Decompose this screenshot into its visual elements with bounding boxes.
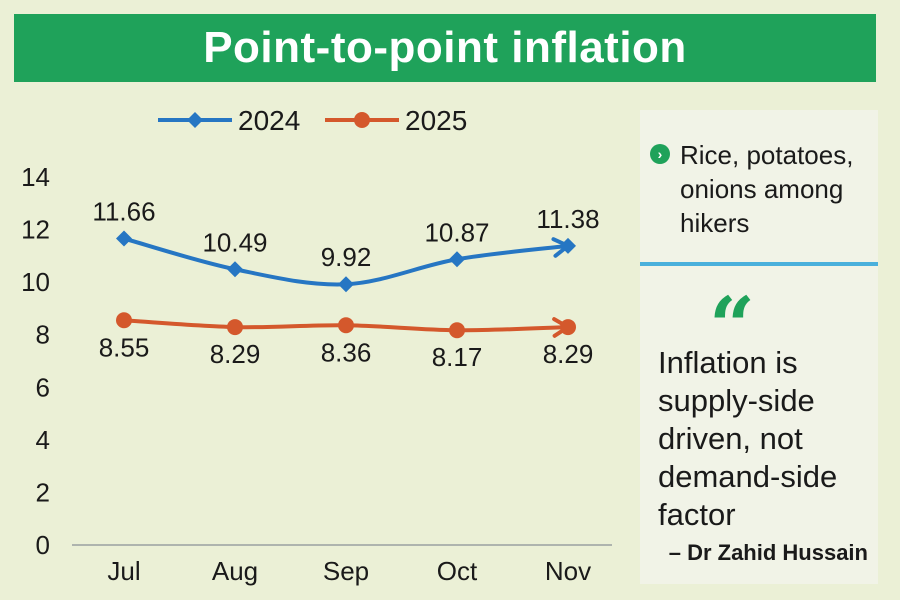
data-label: 8.55 bbox=[99, 332, 150, 362]
y-tick-label: 10 bbox=[21, 267, 50, 297]
x-tick-label: Jul bbox=[107, 556, 140, 586]
legend-marker bbox=[354, 112, 370, 128]
quote-mark-icon: “ bbox=[708, 279, 755, 373]
quote-text: Inflation is supply-side driven, not dem… bbox=[658, 345, 838, 532]
y-tick-label: 6 bbox=[36, 372, 50, 402]
title-banner: Point-to-point inflation bbox=[14, 14, 876, 82]
data-label: 11.38 bbox=[536, 204, 599, 234]
data-point bbox=[116, 312, 132, 329]
data-label: 10.49 bbox=[202, 227, 267, 257]
note-text: Rice, potatoes, onions among hikers bbox=[680, 140, 854, 238]
data-point bbox=[338, 317, 354, 334]
y-tick-label: 2 bbox=[36, 477, 50, 507]
data-label: 10.87 bbox=[424, 217, 489, 247]
line-chart: 0 2 4 6 8 10 12 14 Jul Aug Sep Oct Nov 2024 2025 11.66 1… bbox=[21, 105, 612, 586]
data-point bbox=[338, 276, 354, 293]
chart-title: Point-to-point inflation bbox=[203, 23, 687, 72]
y-tick-label: 0 bbox=[36, 530, 50, 560]
data-point bbox=[449, 322, 465, 339]
y-tick-label: 12 bbox=[21, 215, 50, 245]
data-point bbox=[116, 230, 132, 247]
note: › Rice, potatoes, onions among hikers bbox=[650, 138, 876, 240]
data-point bbox=[227, 319, 243, 336]
data-point bbox=[449, 251, 465, 268]
y-tick-label: 8 bbox=[36, 320, 50, 350]
legend-label: 2024 bbox=[238, 105, 300, 136]
x-tick-label: Oct bbox=[437, 556, 478, 586]
data-label: 11.66 bbox=[92, 197, 155, 227]
x-tick-label: Nov bbox=[545, 556, 591, 586]
data-label: 8.17 bbox=[432, 342, 483, 372]
data-label: 8.29 bbox=[210, 339, 261, 369]
data-point bbox=[560, 237, 576, 254]
data-point bbox=[560, 319, 576, 336]
y-tick-label: 4 bbox=[36, 425, 50, 455]
y-tick-label: 14 bbox=[21, 162, 50, 192]
legend-marker bbox=[187, 112, 203, 128]
x-tick-label: Sep bbox=[323, 556, 369, 586]
sidebar-panel: › Rice, potatoes, onions among hikers “ … bbox=[640, 110, 878, 584]
chevron-right-icon: › bbox=[650, 144, 670, 164]
x-tick-label: Aug bbox=[212, 556, 258, 586]
quote-author: – Dr Zahid Hussain bbox=[668, 540, 868, 565]
divider bbox=[640, 262, 878, 266]
data-point bbox=[227, 261, 243, 278]
data-label: 9.92 bbox=[321, 242, 372, 272]
data-label: 8.36 bbox=[321, 337, 372, 367]
data-label: 8.29 bbox=[543, 339, 594, 369]
legend-label: 2025 bbox=[405, 105, 467, 136]
